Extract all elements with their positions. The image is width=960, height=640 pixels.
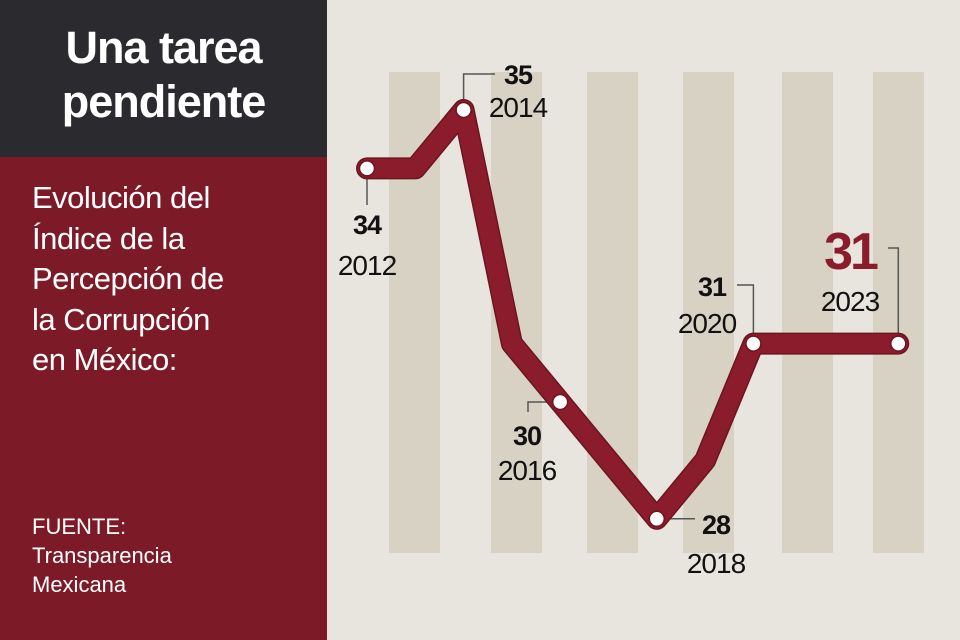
title-line-1: Una tarea — [65, 22, 262, 73]
year-label-2012: 2012 — [337, 250, 397, 281]
title-panel: Una tarea pendiente — [0, 0, 327, 157]
description-panel — [0, 157, 327, 640]
subtitle-line: Evolución del — [32, 180, 210, 215]
leader-line-2020 — [737, 284, 755, 344]
value-label-2016: 30 — [512, 421, 542, 451]
leader-line-2014 — [462, 73, 495, 110]
subtitle-line: la Corrupción — [32, 301, 210, 337]
data-point-2020 — [745, 335, 762, 352]
leader-line-2023 — [888, 247, 900, 344]
data-point-2023 — [890, 335, 907, 352]
title-line-2: pendiente — [61, 76, 267, 127]
year-label-2016: 2016 — [497, 455, 557, 486]
source-line: Transparencia — [32, 543, 172, 568]
data-point-2018 — [648, 510, 666, 528]
subtitle-line: Percepción de — [32, 261, 224, 296]
value-label-2018: 28 — [701, 510, 731, 540]
background-stripe — [782, 72, 833, 553]
value-label-2020: 31 — [697, 272, 727, 302]
subtitle-line: en México: — [32, 342, 177, 377]
year-label-2020: 2020 — [677, 308, 737, 339]
year-label-2023: 2023 — [820, 286, 880, 317]
series-line — [357, 100, 908, 529]
subtitle: Evolución del Índice de la Percepción de… — [32, 178, 224, 381]
source-line: Mexicana — [32, 572, 127, 597]
subtitle-line: Índice de la — [32, 220, 185, 256]
data-point-2016 — [551, 393, 569, 411]
value-label-2023: 31 — [824, 223, 879, 281]
value-label-2014: 35 — [503, 60, 533, 90]
source: FUENTE: Transparencia Mexicana — [32, 512, 172, 599]
value-label-2012: 34 — [352, 210, 382, 240]
source-label: FUENTE: — [32, 514, 127, 539]
data-point-2014 — [455, 101, 472, 119]
year-label-2018: 2018 — [686, 548, 746, 579]
year-label-2014: 2014 — [488, 92, 548, 123]
data-point-2012 — [358, 160, 376, 177]
